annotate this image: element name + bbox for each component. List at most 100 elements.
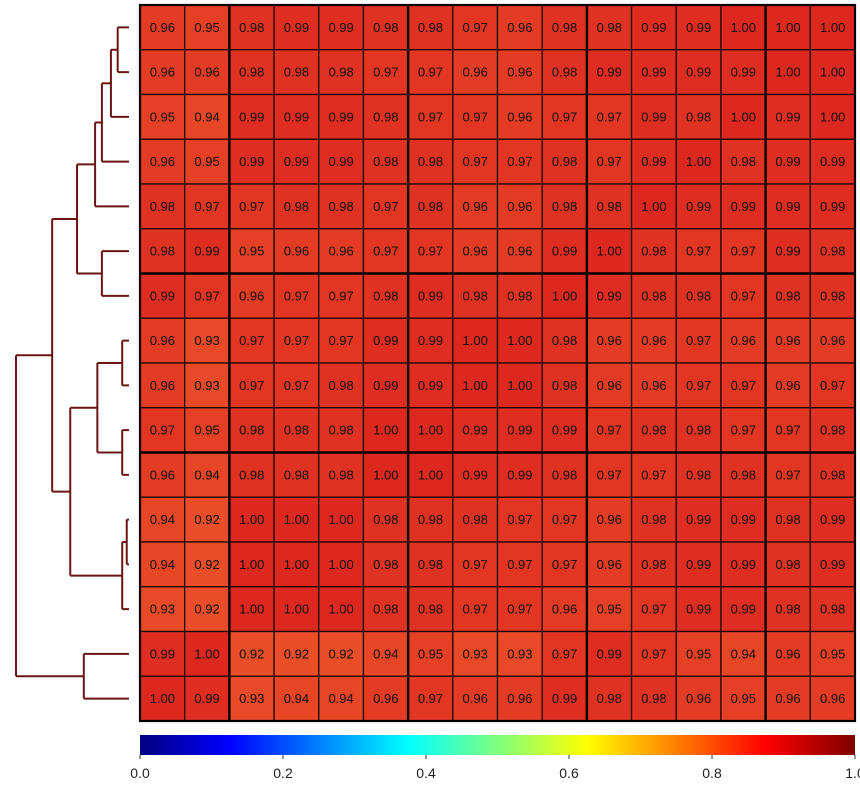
- cell-value-label: 0.97: [507, 154, 532, 169]
- cell-value-label: 0.94: [328, 691, 353, 706]
- heatmap-frame: [138, 3, 857, 723]
- cell-value-label: 1.00: [820, 109, 845, 124]
- heatmap-cell: [496, 675, 543, 722]
- cell-value-label: 0.96: [150, 20, 175, 35]
- cell-value-label: 0.97: [373, 65, 398, 80]
- heatmap-cell: [630, 362, 677, 409]
- cell-value-label: 0.97: [641, 602, 666, 617]
- cell-value-label: 0.97: [597, 154, 622, 169]
- heatmap-cell: [541, 586, 588, 633]
- heatmap-cell: [362, 49, 409, 96]
- heatmap-cell: [720, 317, 767, 364]
- heatmap-cell: [139, 93, 186, 140]
- heatmap-cell: [318, 541, 365, 588]
- cell-value-label: 0.95: [239, 244, 264, 259]
- cell-value-label: 0.98: [328, 467, 353, 482]
- heatmap-cell: [452, 451, 499, 498]
- cell-value-label: 0.99: [731, 557, 756, 572]
- cell-value-label: 0.98: [641, 423, 666, 438]
- cell-value-label: 0.96: [507, 199, 532, 214]
- heatmap-cell: [362, 183, 409, 230]
- cell-value-label: 0.98: [775, 288, 800, 303]
- cell-value-label: 0.98: [328, 378, 353, 393]
- cell-value-label: 0.98: [328, 423, 353, 438]
- cell-value-label: 0.96: [150, 378, 175, 393]
- cell-value-label: 1.00: [418, 423, 443, 438]
- heatmap-cell: [496, 496, 543, 543]
- cell-value-label: 0.98: [731, 154, 756, 169]
- cell-value-label: 1.00: [373, 467, 398, 482]
- cell-value-label: 1.00: [820, 65, 845, 80]
- heatmap-cell: [452, 407, 499, 454]
- cell-value-label: 0.96: [328, 244, 353, 259]
- heatmap-cell: [720, 407, 767, 454]
- heatmap-cell: [630, 675, 677, 722]
- heatmap-cell: [720, 362, 767, 409]
- cell-value-label: 0.99: [731, 602, 756, 617]
- cell-value-label: 0.99: [775, 199, 800, 214]
- cell-value-label: 0.97: [418, 691, 443, 706]
- cell-value-label: 0.98: [463, 288, 488, 303]
- cell-value-label: 0.99: [686, 199, 711, 214]
- heatmap-cell: [318, 49, 365, 96]
- cell-value-label: 0.98: [373, 20, 398, 35]
- cell-value-label: 0.95: [597, 602, 622, 617]
- cell-value-label: 0.96: [820, 333, 845, 348]
- colorbar-gradient: [140, 735, 855, 755]
- cell-value-label: 0.96: [373, 691, 398, 706]
- heatmap-cell: [362, 93, 409, 140]
- cell-value-label: 0.98: [284, 199, 309, 214]
- cell-value-label: 0.96: [641, 333, 666, 348]
- heatmap-cell: [228, 541, 275, 588]
- cell-value-label: 0.96: [597, 378, 622, 393]
- cell-value-label: 1.00: [328, 602, 353, 617]
- cell-value-label: 0.98: [507, 288, 532, 303]
- cell-value-label: 0.97: [597, 467, 622, 482]
- heatmap-cell: [273, 675, 320, 722]
- cell-value-label: 1.00: [284, 557, 309, 572]
- cell-value-label: 0.98: [686, 288, 711, 303]
- heatmap-cell: [720, 675, 767, 722]
- cell-value-label: 0.94: [150, 557, 175, 572]
- cell-value-label: 0.97: [194, 288, 219, 303]
- cell-value-label: 0.98: [284, 423, 309, 438]
- heatmap-cell: [407, 630, 454, 677]
- cell-value-label: 0.97: [552, 646, 577, 661]
- cell-value-label: 0.92: [194, 512, 219, 527]
- heatmap-cell: [318, 4, 365, 51]
- cell-value-label: 0.98: [552, 154, 577, 169]
- cell-value-label: 0.97: [284, 378, 309, 393]
- row-dendrogram: [15, 26, 129, 700]
- cell-value-label: 0.94: [284, 691, 309, 706]
- cell-value-label: 0.99: [641, 109, 666, 124]
- cell-value-label: 0.98: [418, 602, 443, 617]
- heatmap-cell: [407, 272, 454, 319]
- cell-value-label: 0.94: [373, 646, 398, 661]
- cell-value-label: 0.97: [597, 423, 622, 438]
- heatmap-cell: [586, 630, 633, 677]
- heatmap-cell: [809, 586, 856, 633]
- heatmap-cells: [139, 4, 856, 722]
- cell-value-label: 0.99: [641, 154, 666, 169]
- heatmap-cell: [228, 49, 275, 96]
- cell-value-label: 0.98: [775, 602, 800, 617]
- cell-value-label: 0.99: [641, 20, 666, 35]
- cell-value-label: 0.97: [731, 423, 756, 438]
- heatmap-cell: [496, 451, 543, 498]
- cell-value-label: 0.99: [150, 646, 175, 661]
- cell-value-label: 0.98: [418, 512, 443, 527]
- cell-value-label: 0.95: [686, 646, 711, 661]
- heatmap-cell: [452, 317, 499, 364]
- cell-value-label: 0.95: [194, 20, 219, 35]
- cell-value-label: 0.97: [284, 333, 309, 348]
- cell-value-label: 0.96: [775, 378, 800, 393]
- cell-value-label: 0.96: [597, 333, 622, 348]
- colorbar-tick-label: 0.6: [559, 765, 579, 781]
- cell-value-label: 0.96: [731, 333, 756, 348]
- cell-value-label: 0.95: [418, 646, 443, 661]
- cell-value-label: 0.98: [373, 557, 398, 572]
- cell-value-label: 1.00: [150, 691, 175, 706]
- cell-value-label: 0.97: [686, 333, 711, 348]
- cell-value-label: 0.97: [239, 378, 264, 393]
